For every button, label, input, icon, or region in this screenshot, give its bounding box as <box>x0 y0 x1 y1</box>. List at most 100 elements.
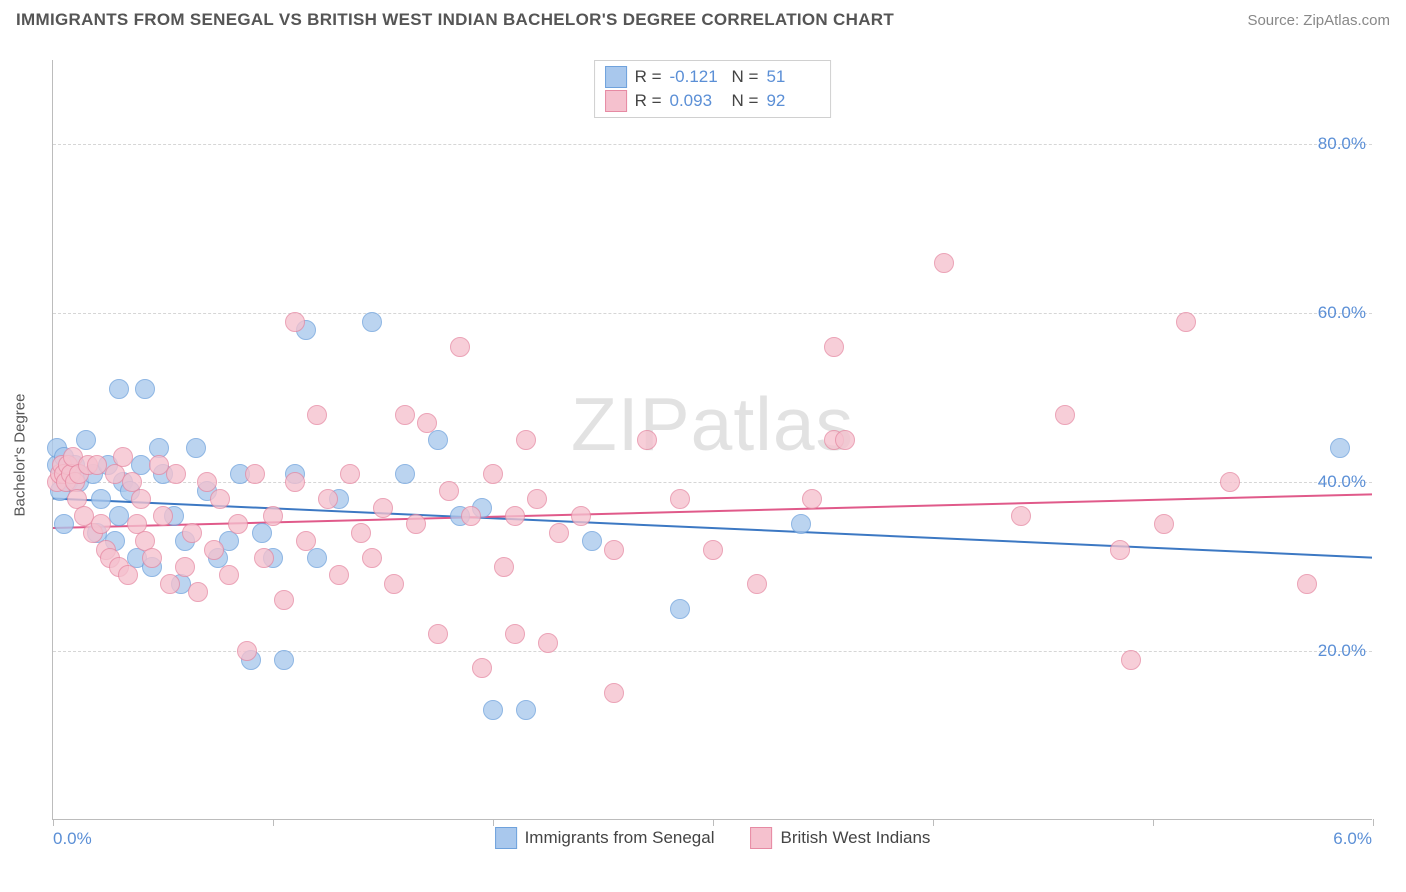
x-tick <box>493 819 494 826</box>
scatter-point <box>188 582 208 602</box>
r-label: R = <box>635 91 662 111</box>
legend-swatch <box>750 827 772 849</box>
scatter-point <box>166 464 186 484</box>
n-label: N = <box>732 67 759 87</box>
series-name: Immigrants from Senegal <box>525 828 715 848</box>
scatter-point <box>142 548 162 568</box>
scatter-point <box>237 641 257 661</box>
scatter-point <box>219 565 239 585</box>
n-value: 92 <box>766 91 820 111</box>
scatter-point <box>54 514 74 534</box>
scatter-point <box>395 405 415 425</box>
legend-swatch <box>605 66 627 88</box>
series-legend: Immigrants from Senegal British West Indi… <box>495 827 931 849</box>
x-tick <box>933 819 934 826</box>
scatter-point <box>802 489 822 509</box>
gridline <box>53 144 1372 145</box>
trend-lines <box>53 60 1372 819</box>
scatter-point <box>91 489 111 509</box>
scatter-point <box>835 430 855 450</box>
watermark-text: ZIPatlas <box>571 381 854 467</box>
scatter-point <box>113 447 133 467</box>
scatter-point <box>135 379 155 399</box>
scatter-point <box>571 506 591 526</box>
y-tick-label: 40.0% <box>1318 472 1366 492</box>
scatter-point <box>1176 312 1196 332</box>
scatter-point <box>1110 540 1130 560</box>
scatter-point <box>428 430 448 450</box>
scatter-point <box>472 658 492 678</box>
scatter-point <box>483 464 503 484</box>
scatter-point <box>351 523 371 543</box>
scatter-point <box>296 531 316 551</box>
scatter-point <box>395 464 415 484</box>
scatter-point <box>91 514 111 534</box>
n-value: 51 <box>766 67 820 87</box>
scatter-point <box>791 514 811 534</box>
scatter-point <box>406 514 426 534</box>
y-tick-label: 80.0% <box>1318 134 1366 154</box>
scatter-point <box>417 413 437 433</box>
scatter-point <box>362 548 382 568</box>
y-tick-label: 20.0% <box>1318 641 1366 661</box>
x-tick <box>53 819 54 826</box>
scatter-point <box>285 312 305 332</box>
scatter-point <box>254 548 274 568</box>
x-max-label: 6.0% <box>1333 829 1372 849</box>
scatter-point <box>318 489 338 509</box>
scatter-point <box>274 650 294 670</box>
scatter-point <box>197 472 217 492</box>
scatter-point <box>549 523 569 543</box>
scatter-point <box>274 590 294 610</box>
scatter-point <box>505 624 525 644</box>
scatter-point <box>747 574 767 594</box>
scatter-point <box>175 557 195 577</box>
scatter-point <box>1011 506 1031 526</box>
scatter-point <box>340 464 360 484</box>
scatter-point <box>1297 574 1317 594</box>
scatter-point <box>362 312 382 332</box>
x-tick <box>1373 819 1374 826</box>
chart-container: Bachelor's Degree ZIPatlas R =-0.121N =5… <box>38 60 1388 850</box>
scatter-point <box>516 700 536 720</box>
scatter-point <box>160 574 180 594</box>
trend-line <box>53 494 1372 528</box>
r-value: 0.093 <box>670 91 724 111</box>
y-axis-label: Bachelor's Degree <box>12 394 29 517</box>
y-tick-label: 60.0% <box>1318 303 1366 323</box>
scatter-point <box>461 506 481 526</box>
scatter-point <box>516 430 536 450</box>
legend-swatch <box>495 827 517 849</box>
scatter-point <box>373 498 393 518</box>
scatter-point <box>1154 514 1174 534</box>
scatter-point <box>186 438 206 458</box>
scatter-point <box>329 565 349 585</box>
scatter-point <box>1055 405 1075 425</box>
legend-item: Immigrants from Senegal <box>495 827 715 849</box>
series-name: British West Indians <box>780 828 930 848</box>
scatter-point <box>428 624 448 644</box>
scatter-point <box>538 633 558 653</box>
chart-title: IMMIGRANTS FROM SENEGAL VS BRITISH WEST … <box>16 10 894 30</box>
scatter-point <box>494 557 514 577</box>
scatter-point <box>252 523 272 543</box>
legend-item: British West Indians <box>750 827 930 849</box>
scatter-point <box>182 523 202 543</box>
scatter-point <box>204 540 224 560</box>
scatter-point <box>670 489 690 509</box>
legend-swatch <box>605 90 627 112</box>
scatter-point <box>131 489 151 509</box>
scatter-point <box>76 430 96 450</box>
scatter-point <box>210 489 230 509</box>
scatter-point <box>1121 650 1141 670</box>
scatter-point <box>153 506 173 526</box>
scatter-point <box>527 489 547 509</box>
legend-stat-row: R =0.093N =92 <box>605 89 821 113</box>
scatter-point <box>824 337 844 357</box>
scatter-point <box>1330 438 1350 458</box>
r-value: -0.121 <box>670 67 724 87</box>
scatter-point <box>934 253 954 273</box>
gridline <box>53 313 1372 314</box>
scatter-point <box>670 599 690 619</box>
scatter-point <box>263 506 283 526</box>
